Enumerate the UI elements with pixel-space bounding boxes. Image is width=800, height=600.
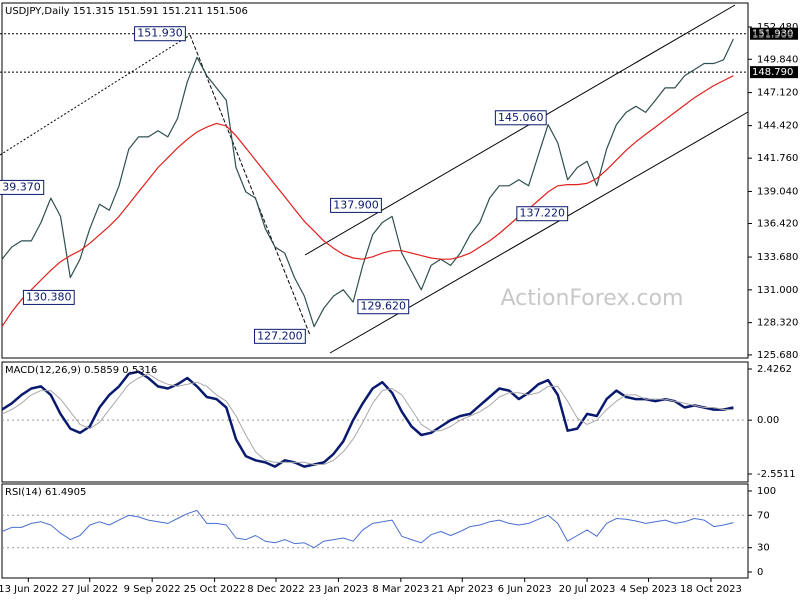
watermark: ActionForex.com — [501, 286, 684, 311]
x-tick-label: 18 Oct 2023 — [680, 584, 742, 595]
annotation-box — [357, 299, 410, 315]
y-tick-label: 136.420 — [757, 219, 798, 230]
y-tick-label: 100 — [757, 486, 776, 497]
annotation-box — [494, 110, 547, 126]
y-tick-label: 149.840 — [757, 54, 798, 65]
y-tick-label: 0.00 — [757, 415, 779, 426]
x-tick-label: 21 Apr 2023 — [431, 584, 493, 595]
x-tick-label: 13 Jun 2022 — [0, 584, 58, 595]
price-label-box — [750, 27, 798, 40]
channel-upper — [304, 4, 736, 256]
annotation-label: 129.620 — [361, 300, 407, 313]
price-label: 148.790 — [752, 67, 793, 78]
y-tick-label: 139.040 — [757, 186, 798, 197]
x-tick-label: 25 Oct 2022 — [184, 584, 246, 595]
series-line — [1, 38, 734, 328]
x-tick-label: 6 Jun 2023 — [498, 584, 552, 595]
annotation-label: 137.220 — [519, 207, 565, 220]
y-tick-label: 128.320 — [757, 318, 798, 329]
y-tick-label: 0 — [757, 567, 763, 578]
annotation-label: 130.380 — [26, 290, 72, 303]
panel-title: MACD(12,26,9) 0.5859 0.5316 — [5, 365, 157, 376]
annotation-label: 39.370 — [2, 180, 41, 193]
annotation-label: 145.060 — [498, 111, 544, 124]
series-line — [1, 373, 734, 465]
annotation-box — [254, 328, 306, 344]
price-label-box — [750, 66, 798, 79]
annotation-box — [0, 179, 45, 195]
annotation-box — [330, 197, 382, 213]
price-label: 151.930 — [752, 29, 793, 40]
panel-frame — [1, 361, 749, 483]
y-tick-label: 144.420 — [757, 121, 798, 132]
x-tick-label: 23 Jan 2023 — [308, 584, 368, 595]
annotation-label: 151.930 — [137, 27, 183, 40]
x-tick-label: 9 Sep 2022 — [124, 584, 181, 595]
annotation-label: 137.900 — [333, 198, 379, 211]
annotation-box — [22, 289, 75, 305]
y-tick-label: 125.680 — [757, 350, 798, 361]
y-tick-label: -2.5511 — [757, 469, 796, 480]
y-tick-label: 2.4262 — [757, 364, 792, 375]
panel-title: RSI(14) 61.4905 — [5, 487, 86, 498]
series-line — [1, 370, 734, 468]
dotted-line — [0, 34, 191, 156]
x-tick-label: 8 Mar 2023 — [372, 584, 429, 595]
series-line — [1, 509, 734, 549]
series-line — [1, 75, 734, 327]
annotation-box — [516, 206, 569, 222]
x-tick-label: 4 Sep 2023 — [620, 584, 677, 595]
y-tick-label: 131.000 — [757, 285, 798, 296]
y-tick-label: 133.680 — [757, 252, 798, 263]
y-tick-label: 147.120 — [757, 88, 798, 99]
annotation-box — [134, 26, 186, 42]
y-tick-label: 141.760 — [757, 153, 798, 164]
annotation-label: 127.200 — [257, 329, 303, 342]
y-tick-label: 152.480 — [757, 22, 798, 33]
y-tick-label: 30 — [757, 543, 770, 554]
x-tick-label: 8 Dec 2022 — [247, 584, 305, 595]
last-price-label: 151.506 — [752, 30, 793, 41]
x-tick-label: 27 Jul 2022 — [61, 584, 118, 595]
x-tick-label: 20 Jul 2023 — [559, 584, 616, 595]
y-tick-label: 70 — [757, 510, 770, 521]
panel-title: USDJPY,Daily 151.315 151.591 151.211 151… — [5, 6, 248, 17]
